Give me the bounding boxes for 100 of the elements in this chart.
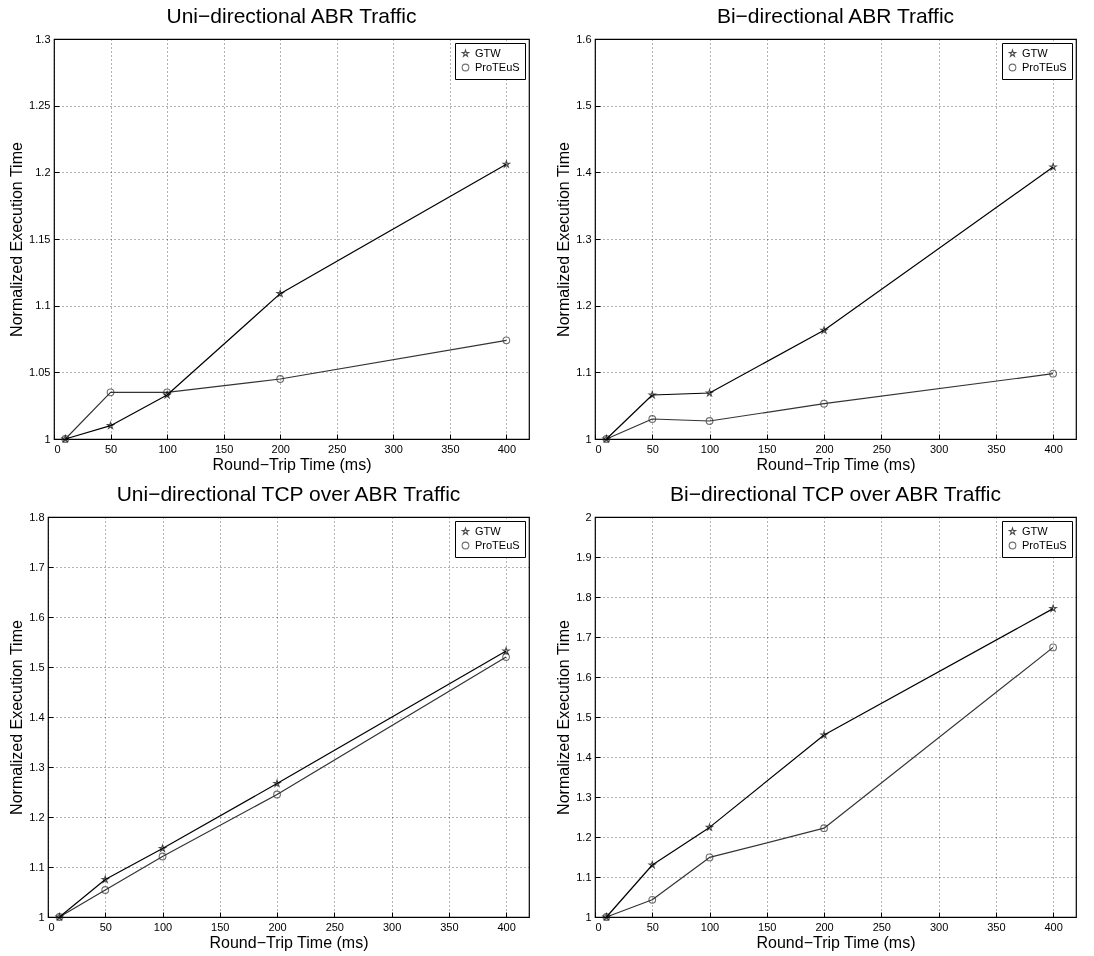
chart-title: Bi−directional TCP over ABR Traffic [670, 482, 1001, 505]
x-tick-label: 50 [99, 920, 112, 933]
x-tick-label: 100 [700, 920, 720, 933]
chart-title: Uni−directional TCP over ABR Traffic [116, 482, 461, 505]
y-tick-label: 1.4 [576, 750, 592, 763]
y-tick-label: 1 [38, 910, 45, 923]
y-tick-label: 1.1 [576, 365, 592, 378]
x-tick-label: 200 [815, 442, 834, 455]
y-tick-label: 1.8 [576, 590, 592, 603]
y-tick-label: 1.5 [29, 660, 45, 673]
y-tick-label: 1.2 [29, 810, 45, 823]
y-tick-label: 1.6 [576, 32, 592, 45]
x-tick-label: 350 [987, 920, 1006, 933]
point [1049, 369, 1057, 378]
x-tick-label: 0 [595, 920, 602, 933]
y-tick-label: 1.2 [576, 830, 592, 843]
x-tick-label: 150 [758, 442, 777, 455]
point [705, 389, 714, 397]
x-tick-label: 100 [700, 442, 720, 455]
point [101, 886, 110, 894]
point [158, 852, 167, 861]
y-axis-title: Normalized Execution Time [8, 620, 26, 815]
point [705, 823, 714, 831]
point [276, 289, 284, 297]
point [101, 875, 109, 883]
x-tick-label: 250 [872, 442, 891, 455]
x-tick-label: 400 [497, 442, 517, 455]
y-tick-label: 1.5 [576, 710, 592, 723]
y-tick-label: 1.1 [29, 860, 45, 873]
point [106, 388, 115, 397]
x-tick-label: 300 [384, 442, 403, 455]
y-tick-label: 1.3 [35, 32, 51, 45]
y-tick-label: 1.4 [576, 165, 592, 178]
x-tick-label: 50 [646, 920, 659, 933]
legend-label: GTW [475, 524, 502, 537]
y-tick-label: 1.3 [29, 760, 45, 773]
x-tick-label: 0 [595, 442, 602, 455]
y-tick-label: 1 [44, 432, 51, 445]
y-tick-label: 1.1 [35, 299, 51, 312]
point [276, 375, 285, 383]
point [273, 779, 281, 787]
point [502, 160, 511, 168]
x-tick-label: 200 [271, 442, 290, 455]
point [158, 844, 167, 852]
point [820, 326, 828, 334]
x-tick-label: 50 [646, 442, 659, 455]
legend-label: ProTEuS [475, 538, 520, 551]
point [820, 731, 828, 739]
y-tick-label: 1.1 [576, 870, 592, 883]
y-tick-label: 1.3 [576, 790, 592, 803]
legend-label: ProTEuS [1022, 538, 1067, 551]
legend-label: GTW [1022, 46, 1049, 59]
point [820, 399, 828, 408]
chart-title: Uni−directional ABR Traffic [166, 4, 417, 27]
y-tick-label: 2 [585, 510, 592, 523]
x-tick-label: 150 [758, 920, 777, 933]
x-tick-label: 0 [48, 920, 55, 933]
point [106, 421, 115, 429]
y-tick-label: 1.3 [576, 232, 592, 245]
x-axis-title: Round−Trip Time (ms) [756, 455, 916, 473]
x-tick-label: 400 [1044, 920, 1063, 933]
y-tick-label: 1.6 [29, 610, 45, 623]
point [648, 391, 656, 399]
x-tick-label: 300 [929, 920, 949, 933]
y-tick-label: 1.2 [35, 165, 51, 178]
x-tick-label: 300 [929, 442, 949, 455]
point [648, 861, 656, 869]
y-tick-label: 1 [585, 432, 592, 445]
x-tick-label: 100 [158, 442, 177, 455]
point [502, 336, 511, 345]
point [648, 895, 657, 904]
chart-title: Bi−directional ABR Traffic [716, 4, 955, 27]
x-tick-label: 200 [268, 920, 287, 933]
x-tick-label: 50 [104, 442, 118, 455]
x-tick-label: 150 [214, 442, 234, 455]
point [705, 853, 714, 862]
y-tick-label: 1.15 [29, 232, 51, 245]
point [502, 653, 510, 661]
y-tick-label: 1.5 [576, 99, 592, 112]
x-tick-label: 350 [441, 442, 460, 455]
x-tick-label: 400 [1044, 442, 1063, 455]
x-tick-label: 0 [54, 442, 61, 455]
y-axis-title: Normalized Execution Time [8, 142, 26, 337]
legend-label: GTW [1022, 524, 1049, 537]
point [1049, 604, 1057, 612]
x-tick-label: 200 [815, 920, 834, 933]
x-tick-label: 350 [987, 442, 1006, 455]
x-axis-title: Round−Trip Time (ms) [209, 933, 369, 951]
y-tick-label: 1 [585, 910, 592, 923]
x-tick-label: 250 [328, 442, 347, 455]
y-axis-title: Normalized Execution Time [555, 142, 573, 337]
legend-label: GTW [475, 46, 502, 59]
point [273, 790, 281, 799]
y-tick-label: 1.25 [29, 99, 51, 112]
x-tick-label: 400 [497, 920, 516, 933]
y-tick-label: 1.9 [576, 550, 592, 563]
point [1049, 163, 1057, 171]
y-tick-label: 1.4 [29, 710, 45, 723]
point [705, 417, 714, 425]
x-tick-label: 250 [872, 920, 891, 933]
